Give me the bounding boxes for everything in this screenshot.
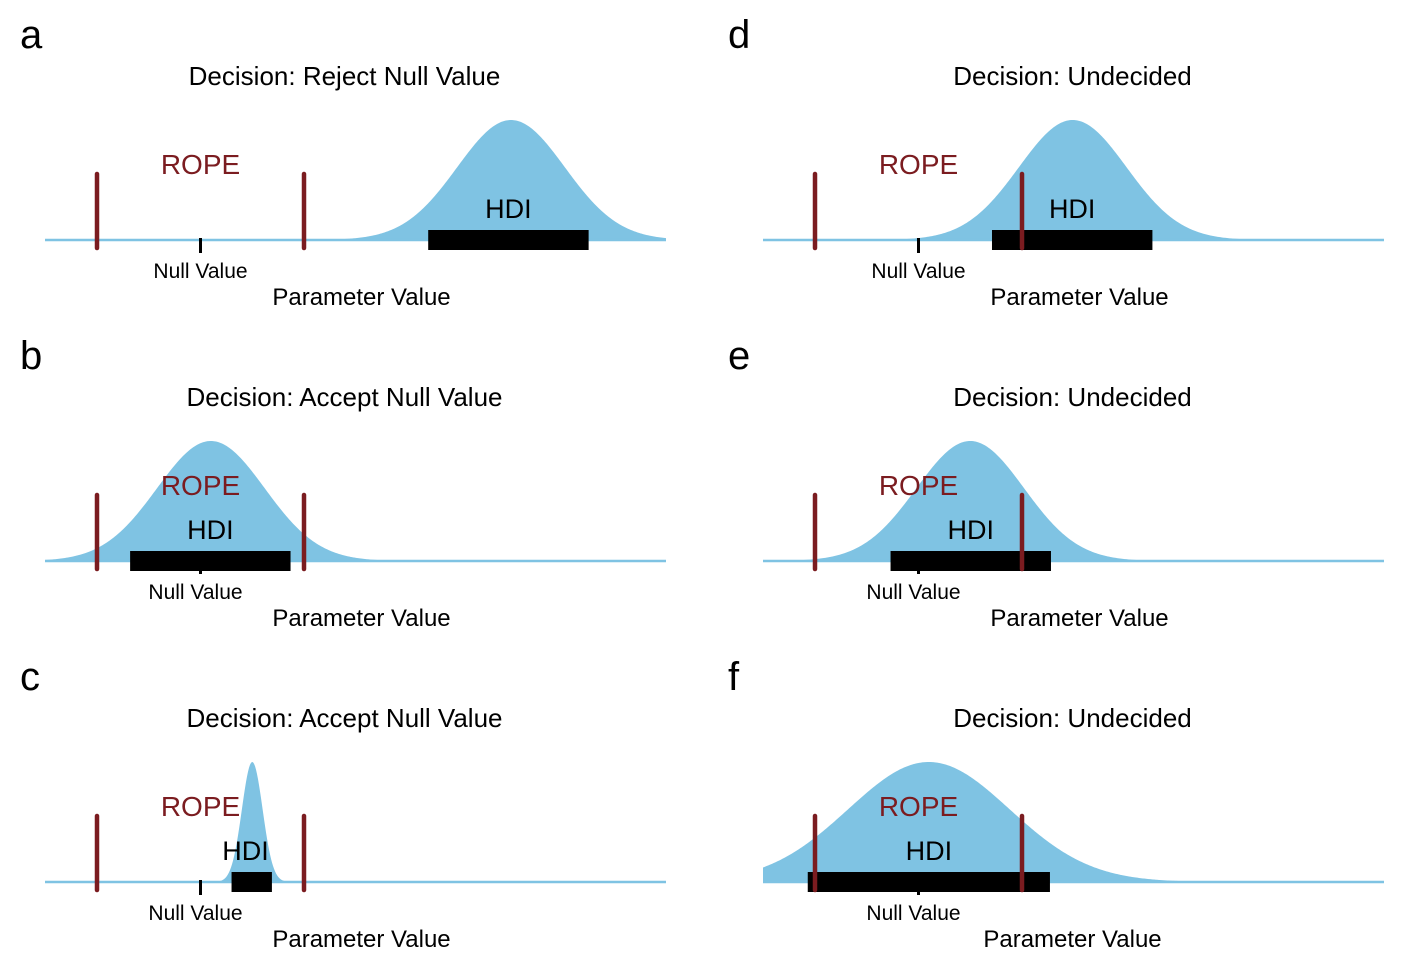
posterior-density-area <box>763 441 1384 561</box>
x-axis-label: Parameter Value <box>990 605 1168 632</box>
null-value-label: Null Value <box>866 581 960 604</box>
posterior-density-area <box>45 762 666 882</box>
hdi-bar <box>231 872 272 892</box>
x-axis-label: Parameter Value <box>990 284 1168 311</box>
panel-title: Decision: Undecided <box>953 61 1191 91</box>
null-value-label: Null Value <box>153 260 247 283</box>
rope-label: ROPE <box>161 791 240 822</box>
null-value-label: Null Value <box>148 902 242 925</box>
panel-f: f Decision: Undecided ROPE HDI Null Value Par… <box>728 655 1384 953</box>
panel-letter: f <box>728 655 740 699</box>
panel-title: Decision: Accept Null Value <box>186 382 502 412</box>
x-axis-label: Parameter Value <box>983 926 1161 953</box>
panel-title: Decision: Undecided <box>953 382 1191 412</box>
hdi-label: HDI <box>906 836 953 866</box>
posterior-density-area <box>45 120 666 240</box>
posterior-density-area <box>45 441 666 561</box>
panel-letter: c <box>20 655 40 699</box>
x-axis-label: Parameter Value <box>272 605 450 632</box>
hdi-bar <box>890 551 1051 571</box>
null-value-label: Null Value <box>871 260 965 283</box>
posterior-density-area <box>763 120 1384 240</box>
panel-letter: e <box>728 334 750 378</box>
panel-title: Decision: Undecided <box>953 703 1191 733</box>
rope-label: ROPE <box>879 149 958 180</box>
hdi-label: HDI <box>1049 194 1096 224</box>
hdi-bar <box>807 872 1050 892</box>
panel-a: a Decision: Reject Null Value ROPE HDI Null … <box>20 13 666 311</box>
posterior-density-area <box>763 762 1384 882</box>
panel-d: d Decision: Undecided ROPE HDI Null Value Par… <box>728 13 1384 311</box>
rope-label: ROPE <box>879 470 958 501</box>
hdi-label: HDI <box>187 515 234 545</box>
hdi-bar <box>428 230 589 250</box>
hdi-label: HDI <box>485 194 532 224</box>
panel-letter: d <box>728 13 750 57</box>
null-value-label: Null Value <box>866 902 960 925</box>
rope-label: ROPE <box>161 470 240 501</box>
rope-label: ROPE <box>161 149 240 180</box>
rope-label: ROPE <box>879 791 958 822</box>
panel-letter: a <box>20 13 43 57</box>
panel-title: Decision: Accept Null Value <box>186 703 502 733</box>
panel-e: e Decision: Undecided ROPE HDI Null Value Par… <box>728 334 1384 632</box>
panel-c: c Decision: Accept Null Value ROPE HDI Null … <box>20 655 666 953</box>
panel-b: b Decision: Accept Null Value ROPE HDI Null … <box>20 334 666 632</box>
hdi-bar <box>130 551 291 571</box>
null-value-label: Null Value <box>148 581 242 604</box>
x-axis-label: Parameter Value <box>272 926 450 953</box>
hdi-label: HDI <box>948 515 995 545</box>
hdi-label: HDI <box>222 836 269 866</box>
x-axis-label: Parameter Value <box>272 284 450 311</box>
panel-letter: b <box>20 334 42 378</box>
panel-title: Decision: Reject Null Value <box>189 61 501 91</box>
hdi-bar <box>991 230 1153 250</box>
